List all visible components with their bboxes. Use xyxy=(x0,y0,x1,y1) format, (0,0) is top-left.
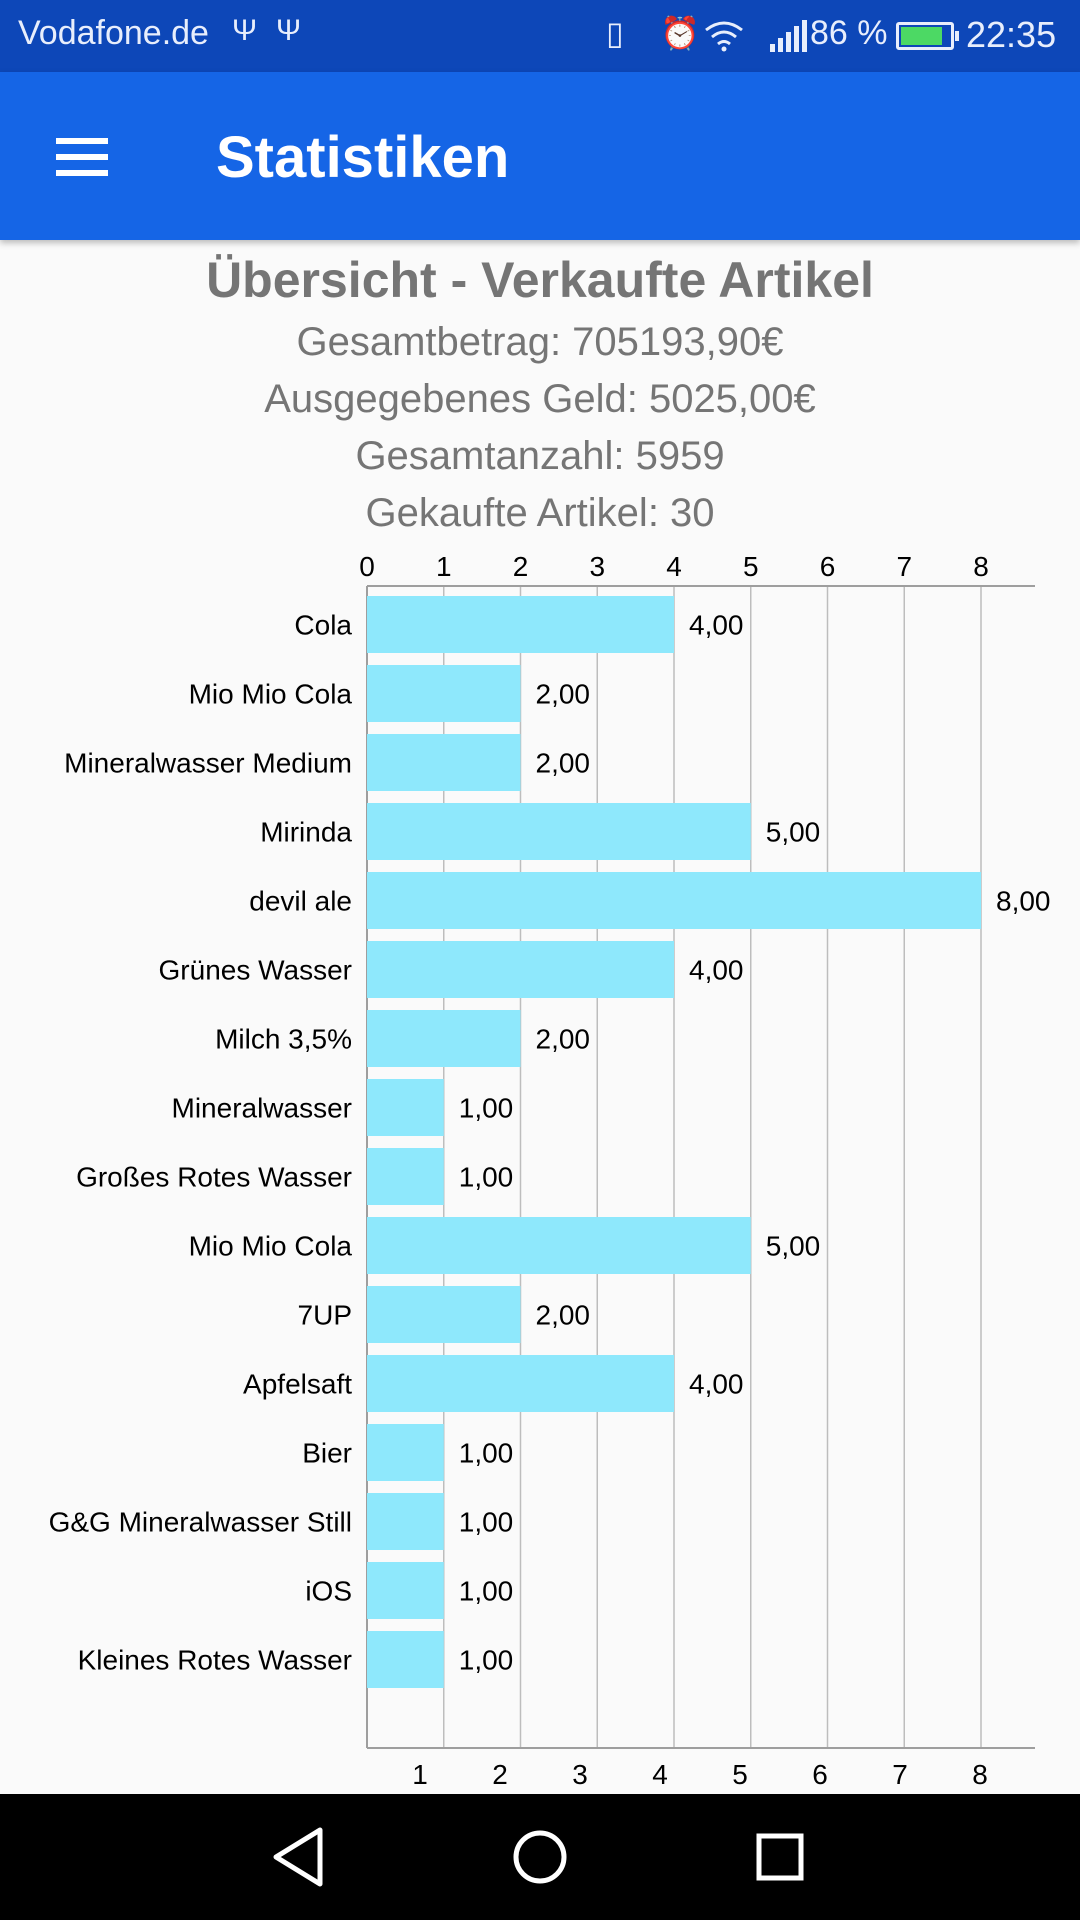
category-label: Cola xyxy=(294,610,352,641)
category-label: Mineralwasser Medium xyxy=(64,748,352,779)
total-count: Gesamtanzahl: 5959 xyxy=(355,434,725,478)
menu-icon[interactable] xyxy=(52,134,112,180)
x-tick-label-top: 2 xyxy=(513,551,529,582)
value-label: 1,00 xyxy=(459,1438,514,1469)
items-bought: Gekaufte Artikel: 30 xyxy=(365,491,715,535)
summary-section: Übersicht - Verkaufte Artikel Gesamtbetr… xyxy=(0,246,1080,542)
category-label: Apfelsaft xyxy=(243,1369,352,1400)
x-tick-label-top: 3 xyxy=(589,551,605,582)
bar xyxy=(367,872,981,929)
category-label: Mio Mio Cola xyxy=(189,1231,353,1262)
x-tick-label-top: 1 xyxy=(436,551,452,582)
bar xyxy=(367,1424,444,1481)
category-label: devil ale xyxy=(249,886,352,917)
clock: 22:35 xyxy=(966,14,1057,55)
x-tick-label-top: 7 xyxy=(896,551,912,582)
navigation-bar xyxy=(0,1794,1080,1920)
bar xyxy=(367,1010,521,1067)
category-label: 7UP xyxy=(298,1300,352,1331)
signal-icon xyxy=(770,20,807,52)
recents-icon[interactable] xyxy=(745,1822,815,1892)
wifi-icon xyxy=(705,21,743,52)
x-tick-label-bottom: 3 xyxy=(572,1759,588,1786)
category-label: Milch 3,5% xyxy=(215,1024,352,1055)
summary-heading: Übersicht - Verkaufte Artikel xyxy=(206,252,874,308)
usb-icon: Ψ xyxy=(276,14,302,47)
x-tick-label-top: 0 xyxy=(359,551,375,582)
vibrate-icon: ▯ xyxy=(606,15,624,51)
category-label: Mio Mio Cola xyxy=(189,679,353,710)
x-tick-label-bottom: 4 xyxy=(652,1759,668,1786)
category-label: Mirinda xyxy=(260,817,352,848)
bar xyxy=(367,1562,444,1619)
x-tick-label-bottom: 5 xyxy=(732,1759,748,1786)
x-tick-label-bottom: 1 xyxy=(412,1759,428,1786)
category-label: iOS xyxy=(305,1576,352,1607)
battery-icon xyxy=(896,22,959,50)
x-tick-label-top: 5 xyxy=(743,551,759,582)
value-label: 5,00 xyxy=(766,1231,821,1262)
value-label: 4,00 xyxy=(689,1369,744,1400)
value-label: 4,00 xyxy=(689,955,744,986)
value-label: 4,00 xyxy=(689,610,744,641)
x-tick-label-top: 4 xyxy=(666,551,682,582)
x-tick-label-bottom: 2 xyxy=(492,1759,508,1786)
x-tick-label-bottom: 8 xyxy=(972,1759,988,1786)
money-spent: Ausgegebenes Geld: 5025,00€ xyxy=(264,377,816,421)
usb-icon: Ψ xyxy=(232,14,258,47)
bar xyxy=(367,665,521,722)
bar xyxy=(367,941,674,998)
x-tick-label-top: 6 xyxy=(820,551,836,582)
bar xyxy=(367,1631,444,1688)
bar xyxy=(367,1355,674,1412)
value-label: 8,00 xyxy=(996,886,1051,917)
bar xyxy=(367,1217,751,1274)
back-icon[interactable] xyxy=(264,1822,334,1892)
bar xyxy=(367,1286,521,1343)
app-bar: Statistiken xyxy=(0,72,1080,240)
page-title: Statistiken xyxy=(216,125,510,190)
x-tick-label-bottom: 6 xyxy=(812,1759,828,1786)
value-label: 2,00 xyxy=(536,1024,591,1055)
value-label: 2,00 xyxy=(536,1300,591,1331)
category-label: Großes Rotes Wasser xyxy=(76,1162,352,1193)
value-label: 5,00 xyxy=(766,817,821,848)
alarm-icon: ⏰ xyxy=(660,15,700,51)
bar xyxy=(367,1493,444,1550)
x-tick-label-bottom: 7 xyxy=(892,1759,908,1786)
bar xyxy=(367,803,751,860)
value-label: 1,00 xyxy=(459,1576,514,1607)
home-icon[interactable] xyxy=(505,1822,575,1892)
bar-chart: 0 1 2 3 4 5 6 7 8 1 2 3 4 5 6 7 8 Cola 4,00 Mio Mio Cola 2,0… xyxy=(49,551,1051,1786)
carrier-name: Vodafone.de xyxy=(18,14,209,52)
value-label: 1,00 xyxy=(459,1093,514,1124)
bar xyxy=(367,734,521,791)
status-bar: Vodafone.de Ψ Ψ ▯ ⏰ 86 % 22:35 xyxy=(0,0,1080,72)
bar xyxy=(367,1148,444,1205)
value-label: 1,00 xyxy=(459,1507,514,1538)
category-label: Kleines Rotes Wasser xyxy=(78,1645,352,1676)
value-label: 1,00 xyxy=(459,1162,514,1193)
category-label: Bier xyxy=(302,1438,352,1469)
bar xyxy=(367,1079,444,1136)
value-label: 2,00 xyxy=(536,679,591,710)
value-label: 1,00 xyxy=(459,1645,514,1676)
category-label: G&G Mineralwasser Still xyxy=(49,1507,352,1538)
category-label: Grünes Wasser xyxy=(159,955,352,986)
total-amount: Gesamtbetrag: 705193,90€ xyxy=(296,320,784,364)
value-label: 2,00 xyxy=(536,748,591,779)
bar xyxy=(367,596,674,653)
battery-percentage: 86 % xyxy=(810,14,888,52)
x-tick-label-top: 8 xyxy=(973,551,989,582)
category-label: Mineralwasser xyxy=(172,1093,353,1124)
